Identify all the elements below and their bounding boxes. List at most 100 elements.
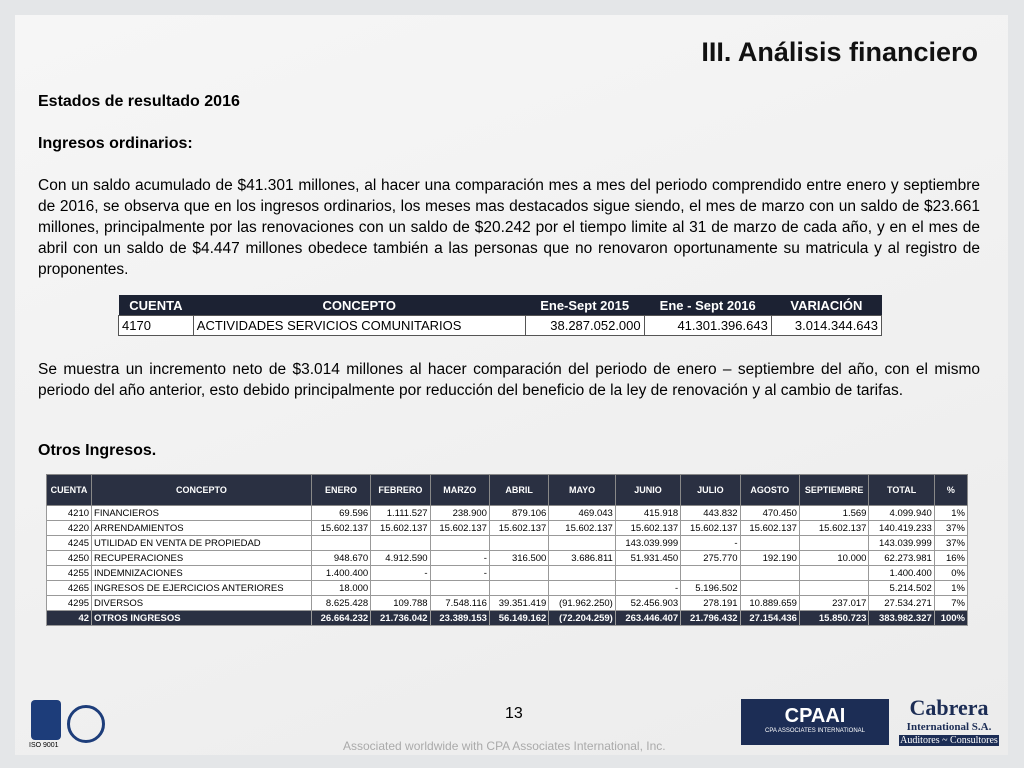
table-cell: 238.900 (429, 505, 490, 521)
table-cell: 15.602.137 (429, 520, 490, 536)
table-cell: 39.351.419 (488, 595, 550, 611)
column-header: CUENTA (45, 474, 93, 506)
table-cell: 10.000 (798, 550, 870, 566)
header-row: CUENTA CONCEPTO ENERO FEBRERO MARZO ABRIL MAYO… (45, 474, 969, 506)
table-cell (680, 565, 741, 581)
column-header: VARIACIÓN (771, 295, 882, 316)
table-cell (614, 565, 682, 581)
table-cell: 1.111.527 (370, 505, 431, 521)
table-cell (798, 535, 870, 551)
subsection: Ingresos ordinarios: (38, 135, 193, 152)
table-row: 4265 INGRESOS DE EJERCICIOS ANTERIORES 18.… (45, 580, 969, 596)
table-cell: 415.918 (614, 505, 682, 521)
page-number: 13 (505, 705, 523, 722)
table-cell: 100% (933, 610, 969, 626)
slide-title: III. Análisis financiero (701, 37, 978, 67)
table-cell: 41.301.396.643 (643, 315, 772, 336)
table-row: 4250 RECUPERACIONES 948.670 4.912.590-316.5… (45, 550, 969, 566)
table-cell: 52.456.903 (614, 595, 682, 611)
table-cell: 143.039.999 (868, 535, 935, 551)
table-cell: OTROS INGRESOS (91, 610, 312, 626)
table-cell: 18.000 (310, 580, 372, 596)
table-cell (739, 535, 800, 551)
table-cell: 4.912.590 (370, 550, 431, 566)
other-income-table: CUENTA CONCEPTO ENERO FEBRERO MARZO ABRIL MAYO… (45, 474, 969, 626)
table-row: 4245 UTILIDAD EN VENTA DE PROPIEDAD 143.03… (45, 535, 969, 551)
table-cell: - (370, 565, 431, 581)
table-cell: 469.043 (548, 505, 616, 521)
table-cell: UTILIDAD EN VENTA DE PROPIEDAD (91, 535, 312, 551)
table-cell: 383.982.327 (868, 610, 935, 626)
table-cell (310, 535, 372, 551)
cpaai-sub: CPA ASSOCIATES INTERNATIONAL (764, 728, 866, 734)
table-cell: 42 (45, 610, 93, 626)
table-cell: 275.770 (680, 550, 741, 566)
table-cell: 15.602.137 (739, 520, 800, 536)
table-cell: 192.190 (739, 550, 800, 566)
table-cell: 316.500 (488, 550, 550, 566)
header-row: CUENTA CONCEPTO Ene-Sept 2015 Ene - Sept 20… (118, 295, 882, 316)
table-cell (548, 565, 616, 581)
column-header: % (933, 474, 969, 506)
table-cell: - (429, 565, 490, 581)
table-cell: RECUPERACIONES (91, 550, 312, 566)
table-cell: 4170 (118, 315, 194, 336)
table-cell: 879.106 (488, 505, 550, 521)
table-cell: 27.154.436 (739, 610, 800, 626)
table-cell: 3.686.811 (548, 550, 616, 566)
subsection: Otros Ingresos. (38, 442, 157, 459)
table-cell: 51.931.450 (614, 550, 682, 566)
table-cell: (91.962.250) (548, 595, 616, 611)
table-cell: DIVERSOS (91, 595, 312, 611)
table-cell (429, 535, 490, 551)
table-cell: 15.602.137 (680, 520, 741, 536)
table-cell: INGRESOS DE EJERCICIOS ANTERIORES (91, 580, 312, 596)
column-header: Ene-Sept 2015 (525, 295, 645, 316)
table-cell (739, 565, 800, 581)
section-title: Estados de resultado 2016 (38, 93, 240, 110)
column-header: TOTAL (868, 474, 935, 506)
table-cell: 4.099.940 (868, 505, 935, 521)
table-cell: 237.017 (798, 595, 870, 611)
table-row: 4220 ARRENDAMIENTOS 15.602.137 15.602.137 15… (45, 520, 969, 536)
table-cell: 15.602.137 (310, 520, 372, 536)
table-cell: 1.569 (798, 505, 870, 521)
table-row: 42 OTROS INGRESOS 26.664.232 21.736.042 23.3… (45, 610, 969, 626)
table-cell: 4255 (45, 565, 93, 581)
column-header: FEBRERO (370, 474, 431, 506)
column-header: CONCEPTO (193, 295, 526, 316)
table-cell (370, 580, 431, 596)
table-cell: 109.788 (370, 595, 431, 611)
table-cell: 278.191 (680, 595, 741, 611)
column-header: CUENTA (118, 295, 194, 316)
table-cell: 140.419.233 (868, 520, 935, 536)
table-cell: 21.736.042 (370, 610, 431, 626)
table-cell (739, 580, 800, 596)
table-cell: 5.196.502 (680, 580, 741, 596)
table-cell: 21.796.432 (680, 610, 741, 626)
table-cell: ACTIVIDADES SERVICIOS COMUNITARIOS (192, 315, 526, 336)
paragraph: Se muestra un incremento neto de $3.014 … (38, 361, 980, 399)
footer-note: Associated worldwide with CPA Associates… (343, 739, 666, 753)
table-cell: 4245 (45, 535, 93, 551)
table-cell (488, 535, 550, 551)
table-cell: 15.602.137 (488, 520, 550, 536)
column-header: ABRIL (488, 474, 550, 506)
table-cell: 4250 (45, 550, 93, 566)
table-cell: 143.039.999 (614, 535, 682, 551)
cpaai-logo: CPAAI CPA ASSOCIATES INTERNATIONAL (741, 699, 889, 745)
table-cell: 23.389.153 (429, 610, 490, 626)
table-cell (429, 580, 490, 596)
table-cell: 948.670 (310, 550, 372, 566)
table-cell: 26.664.232 (310, 610, 372, 626)
table-cell (798, 565, 870, 581)
table-cell (548, 580, 616, 596)
brand-tag: Auditores ~ Consultores (899, 735, 999, 746)
table-cell: 15.602.137 (548, 520, 616, 536)
table-cell: 7.548.116 (429, 595, 490, 611)
table-cell: - (614, 580, 682, 596)
table-cell: 4210 (45, 505, 93, 521)
table-cell: 27.534.271 (868, 595, 935, 611)
summary-table: CUENTA CONCEPTO Ene-Sept 2015 Ene - Sept 20… (118, 295, 883, 336)
